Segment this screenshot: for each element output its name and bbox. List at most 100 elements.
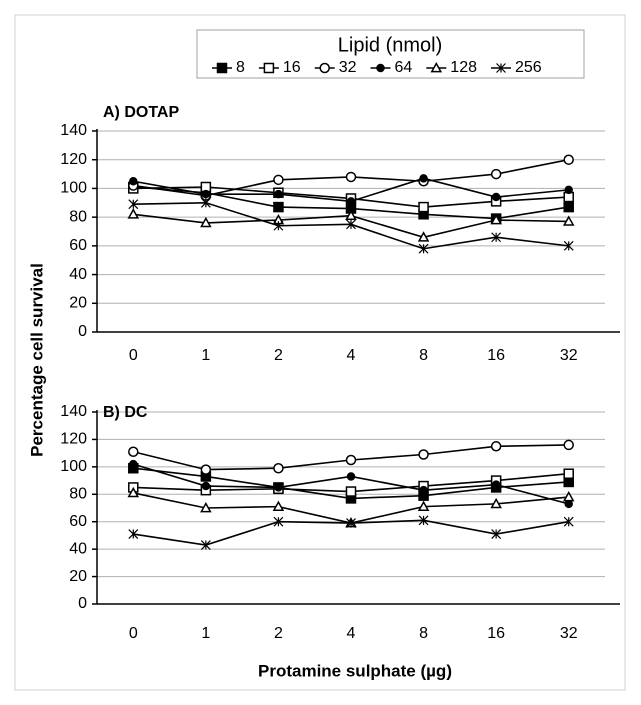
marker [345,171,357,183]
legend-label: 64 [395,59,413,76]
x-tick-label: 0 [129,347,138,364]
y-tick-label: 20 [69,295,87,312]
y-tick-label: 0 [78,595,87,612]
legend-label: 128 [450,59,477,76]
marker [417,231,430,242]
marker [273,201,284,213]
marker [417,500,430,511]
x-tick-label: 1 [201,347,210,364]
y-tick-label: 140 [60,122,87,139]
legend-label: 8 [236,59,245,76]
x-tick-label: 2 [274,625,283,642]
y-tick-label: 40 [69,266,87,283]
y-tick-label: 80 [69,208,87,225]
marker [491,232,502,243]
panel-title: B) DC [103,404,148,421]
y-tick-label: 60 [69,513,87,530]
marker [201,189,211,199]
legend-marker [376,63,385,73]
x-tick-label: 16 [487,625,505,642]
marker [345,209,357,221]
marker [562,215,575,226]
marker [273,174,284,186]
marker [272,500,285,511]
x-tick-label: 4 [347,625,356,642]
marker [418,515,429,526]
legend-marker [216,62,228,74]
frame [14,14,626,691]
marker [491,192,501,202]
marker [564,499,573,509]
x-tick-label: 32 [560,625,578,642]
legend-marker [430,61,443,73]
marker [563,516,574,527]
marker [200,540,211,550]
marker [346,197,356,206]
marker [419,485,428,495]
marker [491,529,502,539]
marker [129,459,138,469]
marker [273,462,284,474]
marker [562,490,575,502]
marker [274,189,283,199]
marker [419,174,428,183]
marker [345,454,357,466]
marker [491,480,501,489]
legend-label: 256 [515,59,542,76]
marker [564,185,573,195]
marker [129,177,138,186]
x-tick-label: 8 [419,347,428,364]
y-tick-label: 60 [69,237,87,254]
y-tick-label: 0 [78,323,87,340]
y-tick-label: 120 [60,151,87,168]
marker [563,240,574,251]
marker [274,483,283,492]
legend-title: Lipid (nmol) [338,34,442,56]
x-tick-label: 2 [274,347,283,364]
marker [490,213,502,225]
marker [563,439,574,451]
y-tick-label: 100 [60,180,87,197]
marker [490,497,502,509]
x-tick-label: 0 [129,625,138,642]
marker [273,220,284,231]
y-tick-label: 120 [60,431,87,448]
marker [563,154,574,165]
x-tick-label: 1 [201,625,210,642]
y-tick-label: 100 [60,458,87,475]
x-tick-label: 8 [419,625,428,642]
y-axis-label: Percentage cell survival [27,263,46,457]
y-tick-label: 40 [69,540,87,557]
marker [418,201,429,213]
marker [200,501,212,513]
x-tick-label: 32 [560,347,578,364]
marker [418,449,429,460]
marker [346,219,356,230]
marker [346,472,356,481]
legend-marker [319,62,330,74]
marker [128,199,139,210]
marker [200,464,212,475]
y-tick-label: 140 [60,403,87,420]
legend-label: 32 [339,59,357,76]
marker [563,201,574,213]
legend-marker [496,63,506,73]
y-tick-label: 80 [69,486,87,503]
marker [490,168,502,180]
marker [128,529,139,539]
legend-label: 16 [283,59,301,76]
marker [563,468,574,479]
y-tick-label: 20 [69,568,87,585]
marker [490,441,502,452]
marker [127,486,140,498]
panel-title: A) DOTAP [103,104,179,121]
legend-marker [263,62,275,74]
marker [200,216,212,228]
marker [200,197,211,208]
x-tick-label: 4 [347,347,356,364]
x-tick-label: 16 [487,347,505,364]
marker [128,446,139,458]
marker [418,243,429,254]
marker [201,481,211,491]
